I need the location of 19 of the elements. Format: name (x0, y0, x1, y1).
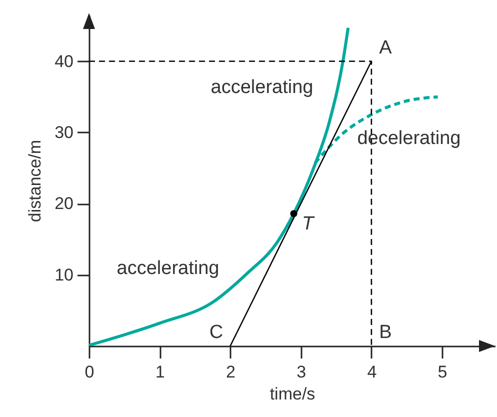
annotation: A (379, 37, 392, 58)
x-tick-label: 2 (226, 362, 236, 382)
y-tick-label: 10 (54, 265, 74, 284)
annotation: B (379, 322, 392, 343)
x-tick-label: 1 (155, 362, 165, 382)
y-tick-label: 30 (54, 122, 74, 142)
y-axis-title: distance/m (26, 140, 45, 222)
x-tick-label: 3 (296, 362, 306, 382)
x-tick-label: 5 (438, 362, 448, 382)
x-tick-label: 0 (84, 362, 94, 382)
annotation: decelerating (357, 128, 461, 149)
x-axis-title: time/s (270, 384, 316, 404)
y-tick-label: 20 (54, 194, 74, 214)
annotation: accelerating (210, 77, 314, 98)
x-tick-label: 4 (367, 362, 377, 382)
y-tick-label: 40 (54, 52, 74, 71)
annotation: C (209, 322, 224, 343)
annotation: accelerating (116, 258, 220, 279)
annotation: T (302, 214, 315, 235)
